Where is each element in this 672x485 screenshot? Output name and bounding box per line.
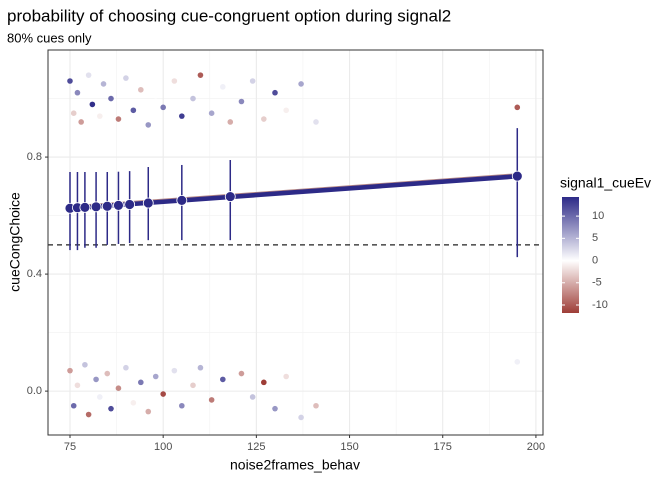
y-tick-label: 0.0 xyxy=(27,385,42,397)
jitter-point xyxy=(298,81,304,87)
jitter-point xyxy=(190,382,196,389)
jitter-point xyxy=(97,394,103,400)
jitter-point xyxy=(272,89,278,96)
mean-point xyxy=(176,194,188,206)
jitter-point xyxy=(179,402,185,409)
jitter-point xyxy=(145,122,152,128)
jitter-point xyxy=(89,101,96,108)
jitter-point xyxy=(100,81,107,87)
jitter-point xyxy=(145,408,152,415)
jitter-point xyxy=(138,379,144,386)
jitter-point xyxy=(108,95,114,102)
chart-title: probability of choosing cue-congruent op… xyxy=(7,6,451,25)
jitter-point xyxy=(249,394,256,400)
legend-title: signal1_cueEv xyxy=(560,175,651,191)
jitter-point xyxy=(171,78,178,84)
y-tick-label: 0.8 xyxy=(27,151,42,163)
jitter-point xyxy=(85,411,92,418)
colorbar xyxy=(562,197,579,313)
jitter-point xyxy=(130,400,137,406)
jitter-point xyxy=(298,414,304,421)
jitter-point xyxy=(160,104,166,111)
jitter-point xyxy=(220,376,226,383)
jitter-point xyxy=(85,72,92,78)
jitter-point xyxy=(197,364,204,371)
mean-point xyxy=(142,197,154,209)
jitter-point xyxy=(115,116,122,122)
jitter-point xyxy=(208,110,215,116)
jitter-point xyxy=(70,402,77,409)
jitter-point xyxy=(283,107,289,114)
jitter-point xyxy=(261,116,267,122)
x-tick-label: 150 xyxy=(340,441,358,453)
jitter-point xyxy=(313,402,319,409)
jitter-point xyxy=(97,113,103,119)
mean-point xyxy=(90,201,102,213)
jitter-point xyxy=(152,92,159,99)
mean-point xyxy=(101,200,113,212)
x-tick-label: 75 xyxy=(64,441,76,453)
jitter-point xyxy=(208,397,215,403)
jitter-point xyxy=(130,107,137,114)
x-tick-label: 125 xyxy=(247,441,265,453)
jitter-point xyxy=(78,119,84,125)
jitter-point xyxy=(138,86,144,93)
mean-point xyxy=(79,201,91,213)
jitter-point xyxy=(227,411,234,418)
chart-subtitle: 80% cues only xyxy=(7,30,92,45)
legend-tick-label: 0 xyxy=(592,254,598,266)
jitter-point xyxy=(93,376,99,383)
jitter-point xyxy=(283,373,289,380)
jitter-point xyxy=(220,84,226,90)
mean-point xyxy=(224,191,236,202)
legend-tick-label: -5 xyxy=(592,277,602,289)
jitter-point xyxy=(514,359,521,365)
jitter-point xyxy=(74,382,81,389)
jitter-point xyxy=(104,370,111,377)
x-tick-label: 200 xyxy=(527,441,545,453)
panel-border xyxy=(47,49,544,436)
legend-tick-label: 10 xyxy=(592,210,604,222)
jitter-point xyxy=(272,405,278,412)
jitter-point xyxy=(179,113,185,119)
mean-point xyxy=(511,170,523,182)
jitter-point xyxy=(152,373,159,380)
jitter-point xyxy=(123,364,129,371)
jitter-point xyxy=(74,89,81,96)
mean-point xyxy=(113,199,124,211)
jitter-point xyxy=(238,98,245,105)
jitter-point xyxy=(70,110,77,116)
x-tick-label: 100 xyxy=(154,441,172,453)
mean-point xyxy=(124,199,136,210)
jitter-point xyxy=(108,405,114,412)
y-axis-title: cueCongChoice xyxy=(7,192,23,292)
jitter-point xyxy=(123,75,129,81)
x-axis-title: noise2frames_behav xyxy=(230,457,360,473)
plot-panel xyxy=(48,50,543,435)
jitter-point xyxy=(227,119,234,125)
jitter-point xyxy=(514,104,521,111)
jitter-point xyxy=(249,78,256,84)
jitter-point xyxy=(160,391,166,397)
jitter-point xyxy=(171,367,178,374)
jitter-point xyxy=(190,95,196,102)
jitter-point xyxy=(67,367,73,374)
legend-tick-label: -10 xyxy=(592,299,608,311)
y-tick-label: 0.4 xyxy=(27,268,42,280)
jitter-point xyxy=(82,361,88,368)
jitter-point xyxy=(313,119,319,125)
jitter-point xyxy=(67,78,73,84)
jitter-point xyxy=(115,385,122,391)
x-tick-label: 175 xyxy=(434,441,452,453)
jitter-point xyxy=(238,370,245,377)
jitter-point xyxy=(197,72,204,78)
legend-tick-label: 5 xyxy=(592,232,598,244)
jitter-point xyxy=(261,379,267,386)
